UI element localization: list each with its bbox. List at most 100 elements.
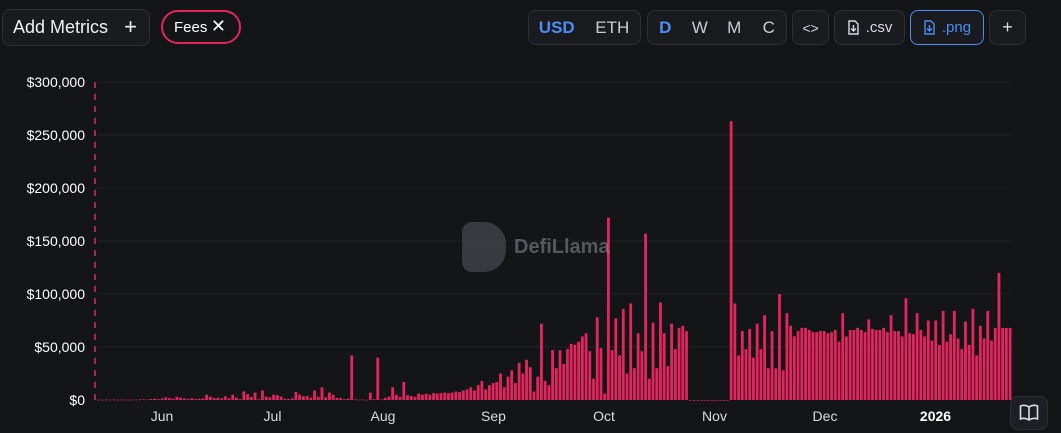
bar — [391, 387, 395, 400]
bar — [458, 392, 462, 400]
bar — [104, 399, 108, 401]
bar — [171, 398, 175, 400]
bar — [707, 400, 711, 401]
bar — [421, 394, 424, 400]
bar — [502, 387, 506, 400]
x-tick-label: Jun — [151, 408, 174, 424]
download-csv-button[interactable]: .csv — [834, 10, 905, 45]
bar — [138, 399, 142, 401]
bar — [964, 321, 967, 400]
embed-button[interactable]: <> — [792, 10, 829, 45]
bar — [540, 323, 543, 400]
bar — [387, 396, 391, 400]
bar — [993, 327, 997, 400]
bar — [800, 327, 804, 400]
bar — [205, 394, 209, 400]
bar — [179, 397, 183, 400]
bar — [417, 393, 421, 400]
currency-toggle: USD ETH — [528, 10, 641, 45]
bar — [298, 394, 302, 400]
period-daily-option[interactable]: D — [659, 17, 672, 37]
bar — [651, 322, 655, 400]
bar — [722, 400, 726, 401]
bar — [409, 395, 413, 400]
bar — [123, 399, 127, 401]
bar — [863, 332, 867, 400]
bar — [108, 399, 112, 401]
bar — [681, 325, 685, 400]
download-png-button[interactable]: .png — [910, 10, 984, 45]
bar — [223, 396, 227, 400]
bar — [952, 310, 956, 400]
bar — [614, 318, 618, 400]
bar — [301, 396, 305, 400]
bar — [569, 343, 573, 400]
bar — [941, 310, 945, 400]
bar — [380, 399, 383, 401]
bar — [272, 394, 276, 400]
bar — [428, 394, 432, 400]
bar — [532, 391, 536, 400]
bar — [978, 325, 982, 400]
bar — [666, 366, 670, 400]
bar — [699, 400, 703, 401]
fees-metric-chip[interactable]: Fees ✕ — [161, 10, 241, 44]
bar — [830, 332, 833, 400]
bar — [283, 398, 287, 400]
bar — [923, 336, 926, 400]
bar — [752, 357, 755, 400]
bar — [919, 330, 923, 400]
bar — [692, 400, 696, 401]
bar — [584, 333, 588, 400]
bar — [216, 397, 220, 400]
bar — [1001, 327, 1005, 400]
bar — [484, 389, 488, 400]
period-weekly-option[interactable]: W — [691, 17, 708, 37]
bar — [848, 330, 852, 400]
bar — [971, 308, 975, 400]
bar — [588, 351, 592, 400]
bar — [975, 355, 979, 400]
bar — [748, 328, 752, 400]
bar — [119, 399, 123, 401]
docs-button[interactable] — [1010, 396, 1048, 430]
add-metrics-button[interactable]: Add Metrics + — [2, 9, 150, 46]
y-tick-label: $0 — [69, 392, 85, 408]
bar — [432, 393, 435, 400]
x-tick-label: Aug — [371, 408, 396, 424]
x-tick-label: Nov — [702, 408, 727, 424]
bar — [461, 390, 465, 400]
period-monthly-option[interactable]: M — [727, 17, 742, 37]
bar — [257, 399, 261, 400]
bar — [833, 330, 837, 400]
code-icon: <> — [802, 19, 819, 36]
bar — [986, 310, 990, 400]
bar — [856, 327, 859, 400]
bar — [465, 389, 469, 400]
bar — [525, 359, 528, 400]
bar — [871, 328, 874, 400]
currency-eth-option[interactable]: ETH — [595, 17, 630, 37]
period-cumulative-option[interactable]: C — [762, 17, 775, 37]
bar — [990, 340, 993, 400]
bar — [168, 398, 171, 400]
period-toggle: D W M C — [647, 10, 787, 45]
bar — [175, 396, 179, 400]
bar — [778, 294, 781, 400]
more-options-button[interactable]: + — [989, 10, 1026, 45]
llama-logo-icon — [462, 222, 506, 272]
bar — [97, 399, 101, 401]
bar — [908, 333, 912, 400]
bar — [781, 370, 785, 400]
bar — [491, 383, 495, 400]
currency-usd-option[interactable]: USD — [538, 17, 575, 37]
bar — [350, 355, 354, 400]
close-icon[interactable]: ✕ — [210, 16, 226, 36]
bar — [789, 325, 793, 400]
bar — [454, 391, 458, 400]
bar — [915, 313, 919, 400]
bar — [547, 385, 551, 400]
bar — [755, 323, 759, 400]
bar — [703, 400, 707, 401]
bar — [487, 385, 491, 400]
